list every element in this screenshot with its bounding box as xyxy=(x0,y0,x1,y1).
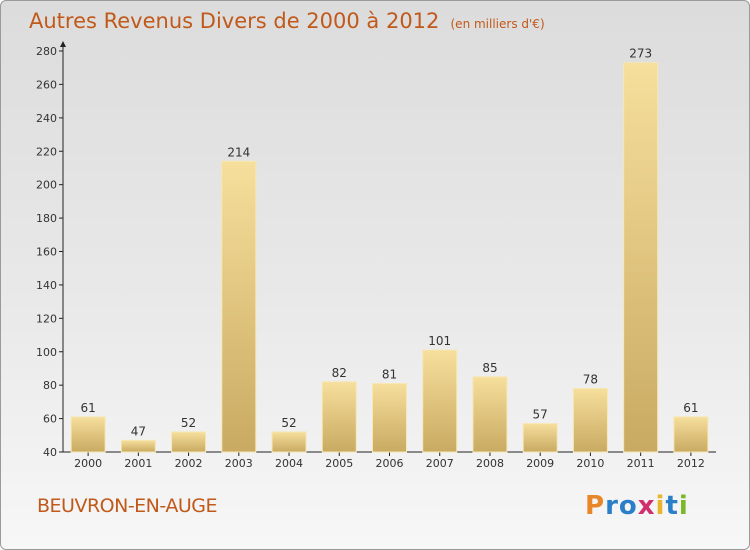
bar-value-label: 101 xyxy=(428,334,451,348)
commune-name: BEUVRON-EN-AUGE xyxy=(37,495,217,517)
y-tick-label: 60 xyxy=(43,413,57,426)
bar-value-label: 78 xyxy=(583,373,598,387)
bar xyxy=(372,382,407,453)
bar-value-label: 47 xyxy=(131,424,146,438)
y-tick-label: 140 xyxy=(36,279,57,292)
x-tick-label: 2006 xyxy=(376,457,404,470)
bar-value-label: 57 xyxy=(533,408,548,422)
chart-unit: (en milliers d'€) xyxy=(450,17,545,31)
x-tick-label: 2009 xyxy=(526,457,554,470)
x-tick-label: 2001 xyxy=(124,457,152,470)
y-tick-label: 160 xyxy=(36,246,57,259)
y-tick-label: 200 xyxy=(36,179,57,192)
x-tick-label: 2007 xyxy=(426,457,454,470)
bar-value-label: 214 xyxy=(227,145,250,159)
y-tick-label: 80 xyxy=(43,379,57,392)
bar xyxy=(422,349,458,453)
bar xyxy=(522,423,558,453)
y-tick-label: 260 xyxy=(36,78,57,91)
bar-value-label: 61 xyxy=(80,401,95,415)
x-tick-label: 2005 xyxy=(325,457,353,470)
bar xyxy=(70,416,106,453)
bar xyxy=(120,439,156,453)
x-tick-label: 2004 xyxy=(275,457,303,470)
bar-value-label: 82 xyxy=(332,366,347,380)
bar xyxy=(472,376,508,453)
logo-letter: t xyxy=(665,491,679,521)
logo-letter: i xyxy=(655,491,666,521)
y-tick-label: 280 xyxy=(36,45,57,58)
proxiti-logo[interactable]: Proxiti xyxy=(585,491,689,521)
bar xyxy=(623,62,659,453)
y-tick-label: 240 xyxy=(36,112,57,125)
logo-letter: x xyxy=(637,491,656,521)
bar xyxy=(271,431,307,453)
bar xyxy=(221,160,257,453)
chart-title-text: Autres Revenus Divers de 2000 à 2012 xyxy=(29,9,440,33)
logo-letter: o xyxy=(618,491,638,521)
x-tick-label: 2012 xyxy=(677,457,705,470)
logo-letter: r xyxy=(605,491,619,521)
y-tick-label: 40 xyxy=(43,446,57,459)
logo-letter: i xyxy=(678,491,689,521)
x-tick-label: 2000 xyxy=(74,457,102,470)
x-tick-label: 2003 xyxy=(225,457,253,470)
bar-value-label: 61 xyxy=(683,401,698,415)
bar-value-label: 52 xyxy=(281,416,296,430)
bar-value-label: 273 xyxy=(629,47,652,61)
y-tick-label: 100 xyxy=(36,346,57,359)
y-tick-label: 220 xyxy=(36,145,57,158)
y-tick-label: 180 xyxy=(36,212,57,225)
y-tick-label: 120 xyxy=(36,312,57,325)
bar xyxy=(572,388,608,453)
x-tick-label: 2010 xyxy=(576,457,604,470)
y-axis-arrow xyxy=(60,41,66,47)
chart-bars: 61 47 52 214 52 82 81 101 85 57 78 273 61 xyxy=(70,47,709,453)
bar-value-label: 52 xyxy=(181,416,196,430)
bar-value-label: 81 xyxy=(382,367,397,381)
bar xyxy=(171,431,207,453)
x-tick-label: 2011 xyxy=(627,457,655,470)
bar xyxy=(673,416,709,453)
logo-letter: P xyxy=(585,491,606,521)
x-tick-label: 2008 xyxy=(476,457,504,470)
bar xyxy=(321,381,357,453)
bar-value-label: 85 xyxy=(482,361,497,375)
chart-axes: 40 60 80 100 120 140 160 180 200 220 240 260 280 2000… xyxy=(36,41,716,470)
chart-title: Autres Revenus Divers de 2000 à 2012 (en… xyxy=(29,9,545,33)
x-tick-label: 2002 xyxy=(175,457,203,470)
